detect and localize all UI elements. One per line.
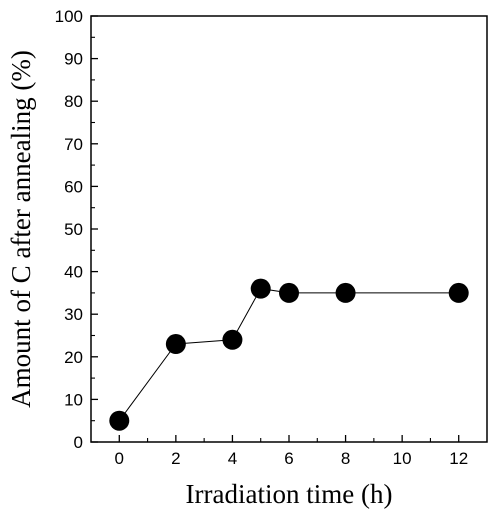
data-point: [335, 282, 356, 303]
y-tick-label: 10: [64, 390, 83, 409]
y-axis-title: Amount of C after annealing (%): [6, 50, 36, 408]
y-tick-label: 30: [64, 305, 83, 324]
x-tick-label: 10: [393, 449, 412, 468]
x-axis-ticks: 0 2 4 6 8 10 12: [115, 435, 468, 468]
x-axis-title: Irradiation time (h): [186, 479, 393, 509]
y-axis-ticks: 0 10 20 30 40 50 60 70 80 90 100: [55, 7, 98, 452]
y-tick-label: 0: [74, 433, 83, 452]
series-line: [118, 288, 459, 421]
y-tick-label: 60: [64, 177, 83, 196]
x-tick-label: 0: [115, 449, 124, 468]
data-point: [165, 334, 186, 355]
x-tick-label: 4: [228, 449, 237, 468]
x-tick-label: 6: [284, 449, 293, 468]
x-tick-label: 2: [171, 449, 180, 468]
y-tick-label: 40: [64, 263, 83, 282]
y-tick-label: 70: [64, 135, 83, 154]
data-point: [448, 282, 469, 303]
x-tick-label: 8: [341, 449, 350, 468]
y-tick-label: 50: [64, 220, 83, 239]
y-tick-label: 90: [64, 50, 83, 69]
data-point: [222, 329, 243, 350]
data-point: [250, 278, 271, 299]
series-layer: [109, 278, 469, 431]
y-tick-label: 100: [55, 7, 83, 26]
data-point: [279, 282, 299, 303]
x-tick-label: 12: [449, 449, 468, 468]
data-point: [109, 410, 130, 431]
y-tick-label: 20: [64, 348, 83, 367]
y-tick-label: 80: [64, 92, 83, 111]
